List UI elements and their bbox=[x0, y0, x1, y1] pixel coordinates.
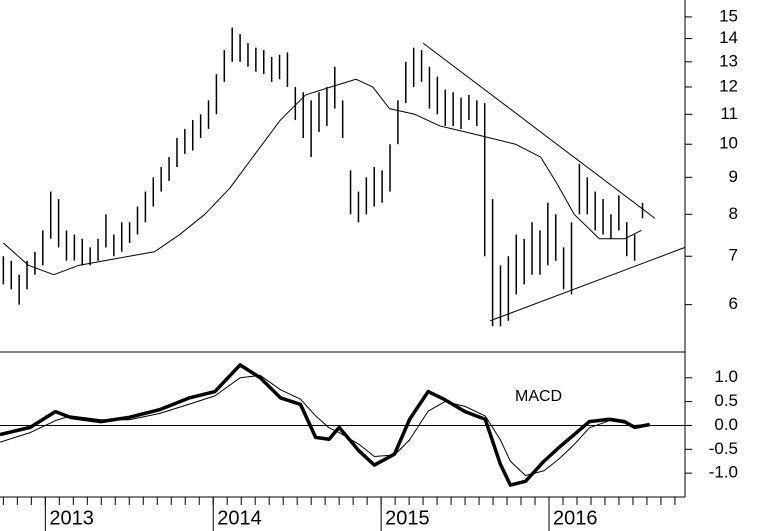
y-tick-label: 6 bbox=[729, 294, 738, 313]
y-tick-label: 7 bbox=[729, 246, 738, 265]
x-tick-label: 2016 bbox=[553, 507, 598, 529]
y-tick-label: 0.0 bbox=[714, 415, 738, 434]
y-tick-label: 12 bbox=[719, 76, 738, 95]
x-tick-label: 2013 bbox=[49, 507, 94, 529]
line bbox=[0, 363, 651, 487]
x-tick-label: 2014 bbox=[217, 507, 261, 529]
y-tick-label: 11 bbox=[720, 104, 738, 123]
y-tick-label: 15 bbox=[719, 6, 738, 25]
line bbox=[422, 42, 656, 219]
line bbox=[0, 374, 650, 477]
x-tick-label: 2015 bbox=[385, 507, 430, 529]
y-tick-label: 9 bbox=[729, 167, 738, 186]
y-tick-label: 13 bbox=[719, 51, 738, 70]
y-tick-label: -0.5 bbox=[709, 439, 738, 458]
y-tick-label: 14 bbox=[719, 28, 738, 47]
annotation: MACD bbox=[515, 388, 562, 405]
line bbox=[3, 78, 642, 276]
y-tick-label: 10 bbox=[719, 134, 738, 153]
line bbox=[490, 246, 686, 322]
y-tick-label: 8 bbox=[729, 204, 738, 223]
y-tick-label: 1.0 bbox=[714, 367, 738, 386]
y-tick-label: -1.0 bbox=[709, 463, 738, 482]
y-tick-label: 0.5 bbox=[714, 391, 738, 410]
